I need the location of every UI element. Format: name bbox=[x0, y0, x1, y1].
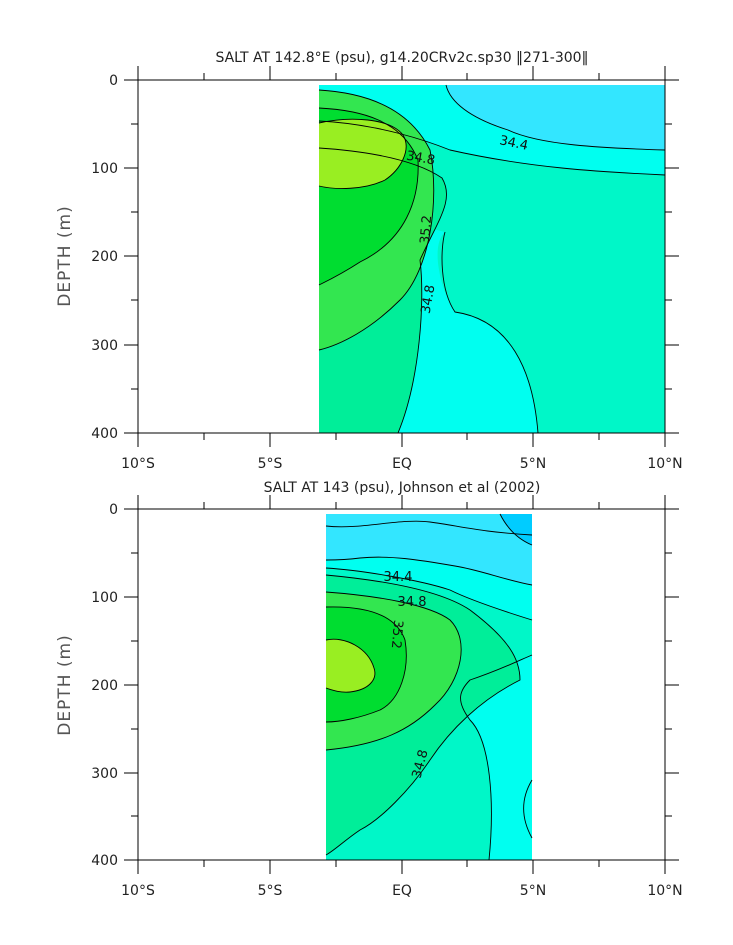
top-contour-35-4 bbox=[318, 118, 407, 189]
bottom-xtick-label-5s: 5°S bbox=[258, 883, 283, 899]
top-y-ticks bbox=[124, 79, 679, 434]
bottom-y-ticks bbox=[124, 508, 679, 861]
bottom-contour-34-4 bbox=[325, 556, 533, 586]
bottom-band-lt-34-2 bbox=[500, 514, 532, 545]
bottom-y-axis-label: DEPTH (m) bbox=[55, 634, 75, 735]
bottom-contour-label-35-2: 35.2 bbox=[388, 619, 405, 649]
bottom-contour-35-0 bbox=[325, 591, 462, 751]
top-contour-lines bbox=[318, 84, 666, 434]
bottom-contour-34-6 bbox=[325, 567, 533, 621]
bottom-band-gt-35-4 bbox=[326, 639, 375, 693]
bottom-contour-label-34-4: 34.4 bbox=[384, 570, 413, 585]
top-contour-34-5 bbox=[318, 120, 666, 176]
top-contour-label-35-2: 35.2 bbox=[418, 215, 435, 245]
bottom-contour-labels: 34.4 34.8 35.2 34.8 bbox=[384, 570, 432, 780]
bottom-xtick-label-10s: 10°S bbox=[121, 883, 155, 899]
top-contour-35-2 bbox=[318, 107, 419, 286]
top-band-lt-34-4 bbox=[446, 85, 665, 150]
bottom-contour-35-2 bbox=[325, 606, 407, 723]
top-y-axis-label: DEPTH (m) bbox=[55, 205, 75, 306]
bottom-ytick-label-100: 100 bbox=[91, 590, 118, 606]
top-xtick-label-5n: 5°N bbox=[520, 456, 546, 472]
bottom-ytick-label-400: 400 bbox=[91, 853, 118, 869]
bottom-contour-34-5-east bbox=[523, 779, 533, 839]
bottom-band-34-4-34-6 bbox=[326, 514, 532, 860]
top-ytick-label-400: 400 bbox=[91, 426, 118, 442]
top-ytick-label-100: 100 bbox=[91, 161, 118, 177]
bottom-xtick-label-10n: 10°N bbox=[647, 883, 682, 899]
bottom-x-tick-labels: 10°S 5°S EQ 5°N 10°N bbox=[121, 883, 683, 899]
bottom-ytick-label-0: 0 bbox=[109, 502, 118, 518]
top-x-ticks bbox=[137, 66, 666, 447]
bottom-panel: SALT AT 143 (psu), Johnson et al (2002) bbox=[55, 480, 683, 899]
top-xtick-label-10s: 10°S bbox=[121, 456, 155, 472]
top-contour-34-6 bbox=[318, 147, 447, 434]
top-contour-34-6b bbox=[441, 231, 539, 434]
top-ytick-label-300: 300 bbox=[91, 338, 118, 354]
bottom-x-ticks bbox=[137, 495, 666, 874]
top-chart-title: SALT AT 142.8°E (psu), g14.20CRv2c.sp30 … bbox=[215, 50, 588, 66]
bottom-contour-label-34-8: 34.8 bbox=[398, 595, 427, 610]
bottom-ytick-label-300: 300 bbox=[91, 766, 118, 782]
top-x-tick-labels: 10°S 5°S EQ 5°N 10°N bbox=[121, 456, 683, 472]
bottom-contour-fill bbox=[326, 514, 532, 860]
top-panel: SALT AT 142.8°E (psu), g14.20CRv2c.sp30 … bbox=[55, 50, 683, 472]
bottom-contour-34-3 bbox=[325, 520, 533, 536]
top-contour-labels: 34.4 34.8 35.2 34.8 bbox=[405, 133, 529, 315]
bottom-chart-title: SALT AT 143 (psu), Johnson et al (2002) bbox=[264, 480, 541, 496]
top-contour-label-34-8b: 34.8 bbox=[419, 284, 439, 315]
top-contour-label-34-4: 34.4 bbox=[498, 133, 529, 154]
bottom-contour-34-7 bbox=[460, 654, 533, 861]
top-y-tick-labels: 0 100 200 300 400 bbox=[91, 73, 118, 442]
bottom-xtick-label-eq: EQ bbox=[392, 883, 412, 899]
top-xtick-label-eq: EQ bbox=[392, 456, 412, 472]
bottom-band-34-2-34-4 bbox=[326, 514, 532, 585]
top-xtick-label-10n: 10°N bbox=[647, 456, 682, 472]
top-contour-label-34-8: 34.8 bbox=[405, 149, 436, 169]
bottom-contour-label-34-8b: 34.8 bbox=[410, 748, 432, 780]
top-contour-fill bbox=[319, 85, 665, 433]
top-ytick-label-200: 200 bbox=[91, 249, 118, 265]
bottom-contour-lines bbox=[325, 513, 533, 861]
top-contour-34-4 bbox=[445, 84, 666, 151]
top-xtick-label-5s: 5°S bbox=[258, 456, 283, 472]
bottom-contour-34-8 bbox=[325, 574, 521, 856]
bottom-contour-35-4 bbox=[325, 638, 376, 693]
bottom-y-tick-labels: 0 100 200 300 400 bbox=[91, 502, 118, 869]
top-band-gt-35-4 bbox=[319, 119, 407, 189]
top-ytick-label-0: 0 bbox=[109, 73, 118, 89]
bottom-xtick-label-5n: 5°N bbox=[520, 883, 546, 899]
bottom-ytick-label-200: 200 bbox=[91, 678, 118, 694]
top-contour-35-0 bbox=[318, 89, 435, 351]
